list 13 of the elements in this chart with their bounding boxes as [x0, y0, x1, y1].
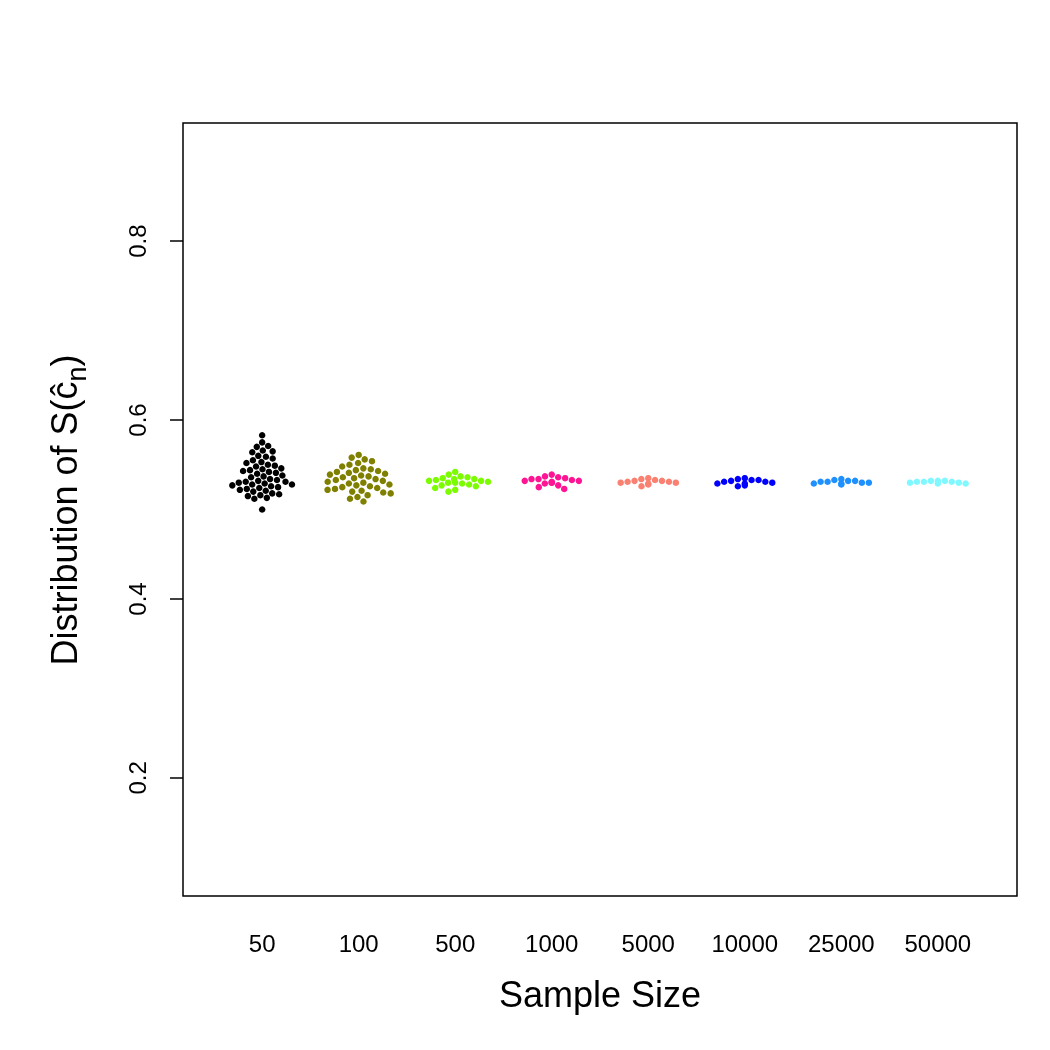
x-tick-label: 25000	[807, 929, 875, 957]
x-tick-label: 1000	[525, 929, 579, 957]
x-tick-label: 500	[435, 929, 476, 957]
y-tick-label: 0.4	[123, 582, 151, 616]
x-tick-label: 50000	[904, 929, 972, 957]
x-tick-label: 10000	[711, 929, 779, 957]
y-tick-label: 0.8	[123, 224, 151, 258]
y-tick-label: 0.2	[123, 761, 151, 795]
x-tick-label: 5000	[621, 929, 675, 957]
y-tick-label: 0.6	[123, 403, 151, 437]
x-tick-label: 100	[338, 929, 379, 957]
x-axis-title: Sample Size	[498, 973, 702, 1015]
x-tick-label: 50	[248, 929, 276, 957]
